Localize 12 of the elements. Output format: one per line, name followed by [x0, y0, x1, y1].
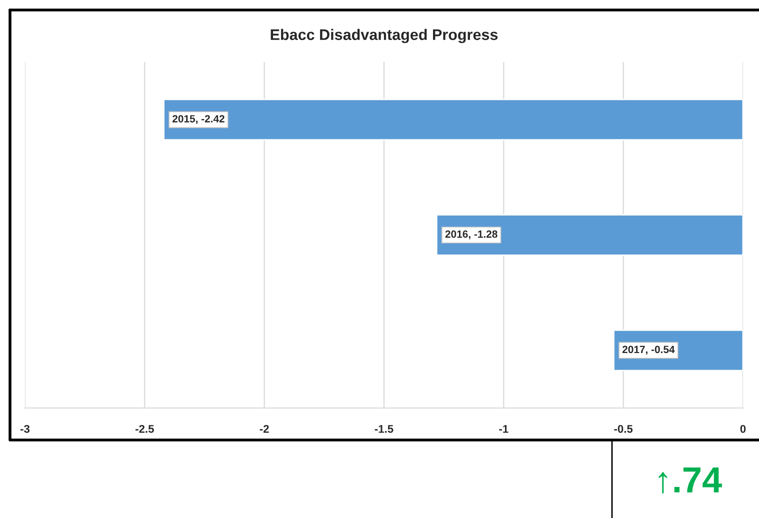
chart-title: Ebacc Disadvantaged Progress [270, 28, 498, 44]
x-tick-label: -3 [20, 424, 30, 433]
data-label: 2016, -1.28 [445, 230, 498, 240]
x-tick-label: -1.5 [374, 425, 394, 433]
text: ↑.74 [658, 467, 722, 494]
data-label: 2017, -0.54 [622, 346, 675, 355]
data-label: 2015, -2.42 [172, 115, 224, 124]
x-tick-label: -1 [499, 425, 508, 433]
x-tick-label: -2 [260, 424, 269, 433]
x-tick-label: 0 [740, 424, 746, 433]
x-tick-label: -0.5 [614, 424, 633, 433]
x-tick-label: -2.5 [136, 424, 154, 433]
